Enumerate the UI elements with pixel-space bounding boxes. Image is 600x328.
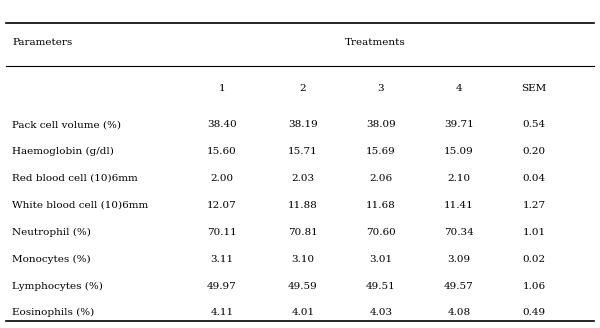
Text: 0.20: 0.20 (523, 147, 545, 156)
Text: 49.59: 49.59 (288, 281, 318, 291)
Text: 15.71: 15.71 (288, 147, 318, 156)
Text: 4: 4 (455, 84, 463, 93)
Text: 2.03: 2.03 (292, 174, 314, 183)
Text: 39.71: 39.71 (444, 120, 474, 129)
Text: 0.02: 0.02 (523, 255, 545, 264)
Text: 1.06: 1.06 (523, 281, 545, 291)
Text: Haemoglobin (g/dl): Haemoglobin (g/dl) (12, 147, 114, 156)
Text: 70.11: 70.11 (207, 228, 237, 237)
Text: 1.27: 1.27 (523, 201, 545, 210)
Text: 3.11: 3.11 (211, 255, 233, 264)
Text: 4.08: 4.08 (448, 308, 470, 318)
Text: 4.11: 4.11 (211, 308, 233, 318)
Text: 70.60: 70.60 (366, 228, 396, 237)
Text: 49.57: 49.57 (444, 281, 474, 291)
Text: 4.01: 4.01 (292, 308, 314, 318)
Text: Parameters: Parameters (12, 38, 72, 47)
Text: 11.68: 11.68 (366, 201, 396, 210)
Text: 3: 3 (377, 84, 385, 93)
Text: White blood cell (10)6mm: White blood cell (10)6mm (12, 201, 148, 210)
Text: 3.09: 3.09 (448, 255, 470, 264)
Text: Pack cell volume (%): Pack cell volume (%) (12, 120, 121, 129)
Text: 2: 2 (299, 84, 307, 93)
Text: 70.34: 70.34 (444, 228, 474, 237)
Text: 0.04: 0.04 (523, 174, 545, 183)
Text: 11.88: 11.88 (288, 201, 318, 210)
Text: 0.54: 0.54 (523, 120, 545, 129)
Text: SEM: SEM (521, 84, 547, 93)
Text: 15.09: 15.09 (444, 147, 474, 156)
Text: 11.41: 11.41 (444, 201, 474, 210)
Text: 1: 1 (218, 84, 226, 93)
Text: 15.69: 15.69 (366, 147, 396, 156)
Text: 4.03: 4.03 (370, 308, 392, 318)
Text: 3.10: 3.10 (292, 255, 314, 264)
Text: 38.40: 38.40 (207, 120, 237, 129)
Text: 2.06: 2.06 (370, 174, 392, 183)
Text: 1.01: 1.01 (523, 228, 545, 237)
Text: 12.07: 12.07 (207, 201, 237, 210)
Text: Lymphocytes (%): Lymphocytes (%) (12, 281, 103, 291)
Text: 70.81: 70.81 (288, 228, 318, 237)
Text: Monocytes (%): Monocytes (%) (12, 255, 91, 264)
Text: Red blood cell (10)6mm: Red blood cell (10)6mm (12, 174, 138, 183)
Text: 3.01: 3.01 (370, 255, 392, 264)
Text: Treatments: Treatments (344, 38, 406, 47)
Text: Neutrophil (%): Neutrophil (%) (12, 228, 91, 237)
Text: 38.09: 38.09 (366, 120, 396, 129)
Text: 49.51: 49.51 (366, 281, 396, 291)
Text: 15.60: 15.60 (207, 147, 237, 156)
Text: 49.97: 49.97 (207, 281, 237, 291)
Text: 2.00: 2.00 (211, 174, 233, 183)
Text: Eosinophils (%): Eosinophils (%) (12, 308, 94, 318)
Text: 2.10: 2.10 (448, 174, 470, 183)
Text: 0.49: 0.49 (523, 308, 545, 318)
Text: 38.19: 38.19 (288, 120, 318, 129)
